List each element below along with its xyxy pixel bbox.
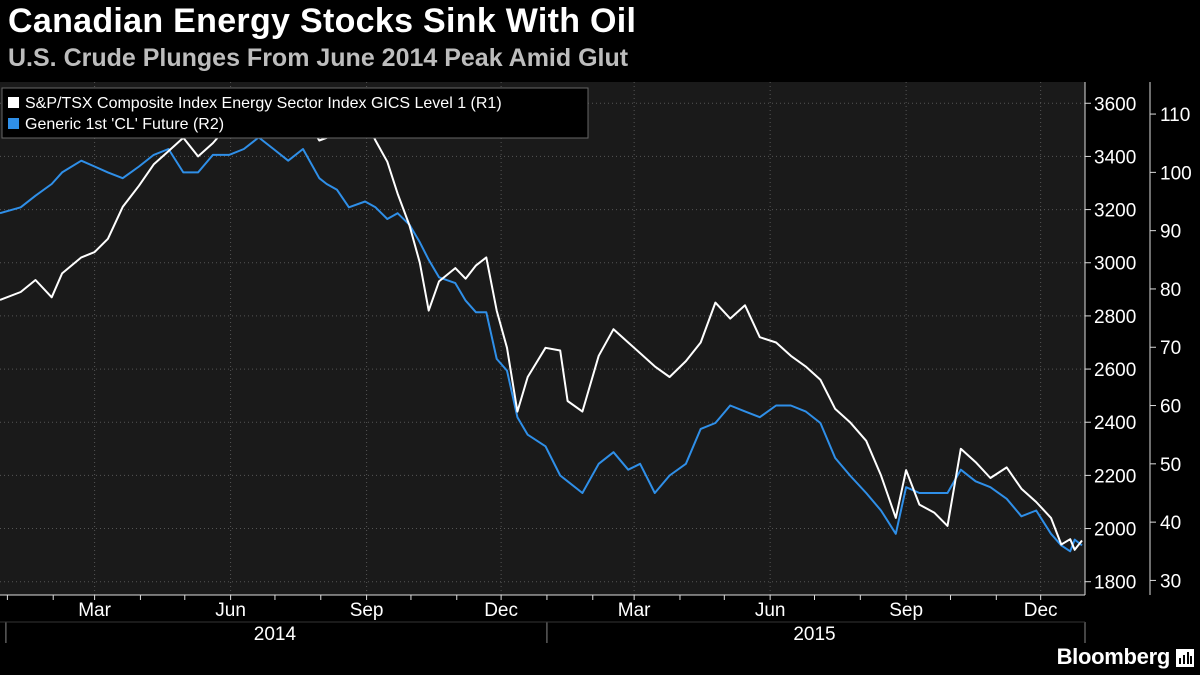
r1-tick-label: 2600 [1094, 360, 1136, 381]
r2-tick-label: 50 [1160, 455, 1181, 476]
chart-title: Canadian Energy Stocks Sink With Oil [8, 2, 637, 40]
x-tick-label: Jun [215, 600, 246, 621]
x-year-label: 2015 [793, 624, 835, 645]
legend-swatch [8, 118, 19, 129]
bloomberg-chart-icon [1176, 649, 1194, 667]
r2-tick-label: 70 [1160, 338, 1181, 359]
legend-label: Generic 1st 'CL' Future (R2) [25, 116, 224, 133]
r2-axis: 30 40 50 60 70 80 90 100 110 [1149, 82, 1192, 595]
x-tick-label: Sep [889, 600, 923, 621]
bloomberg-logo: Bloomberg [1056, 644, 1171, 669]
x-tick-label: Mar [78, 600, 111, 621]
series-layer [0, 107, 1083, 553]
legend: S&P/TSX Composite Index Energy Sector In… [1, 87, 589, 139]
x-tick-label: Mar [618, 600, 651, 621]
x-tick-label: Dec [1024, 600, 1058, 621]
legend-label: S&P/TSX Composite Index Energy Sector In… [25, 95, 502, 112]
r1-tick-label: 1800 [1094, 573, 1136, 594]
r2-tick-label: 80 [1160, 280, 1181, 301]
x-axis: Mar Jun Sep Dec Mar Jun Sep Dec 2014 2015 [0, 594, 1086, 645]
r1-tick-label: 2000 [1094, 520, 1136, 541]
legend-box [1, 87, 589, 139]
r2-tick-label: 30 [1160, 571, 1181, 592]
r2-tick-label: 110 [1160, 105, 1190, 126]
r1-tick-label: 2200 [1094, 466, 1136, 487]
x-year-label: 2014 [254, 624, 297, 645]
series-line-tsx-energy [0, 107, 1083, 551]
x-tick-label: Jun [755, 600, 786, 621]
plot-background [0, 82, 1085, 595]
r1-tick-label: 3000 [1094, 254, 1136, 275]
x-tick-label: Dec [484, 600, 518, 621]
x-tick-label: Sep [350, 600, 384, 621]
gridlines [0, 82, 1085, 595]
chart-subtitle: U.S. Crude Plunges From June 2014 Peak A… [8, 44, 629, 72]
r1-tick-label: 3600 [1094, 94, 1136, 115]
r2-tick-label: 60 [1160, 397, 1181, 418]
r1-tick-label: 3400 [1094, 147, 1136, 168]
r1-axis: 1800 2000 2200 2400 2600 2800 3000 3200 3400 3600 [1084, 82, 1136, 595]
r2-tick-label: 90 [1160, 222, 1181, 243]
r1-tick-label: 2800 [1094, 307, 1136, 328]
r1-tick-label: 3200 [1094, 201, 1136, 222]
r1-tick-label: 2400 [1094, 413, 1136, 434]
r2-tick-label: 40 [1160, 513, 1181, 534]
legend-swatch [8, 97, 19, 108]
r2-tick-label: 100 [1160, 163, 1192, 184]
